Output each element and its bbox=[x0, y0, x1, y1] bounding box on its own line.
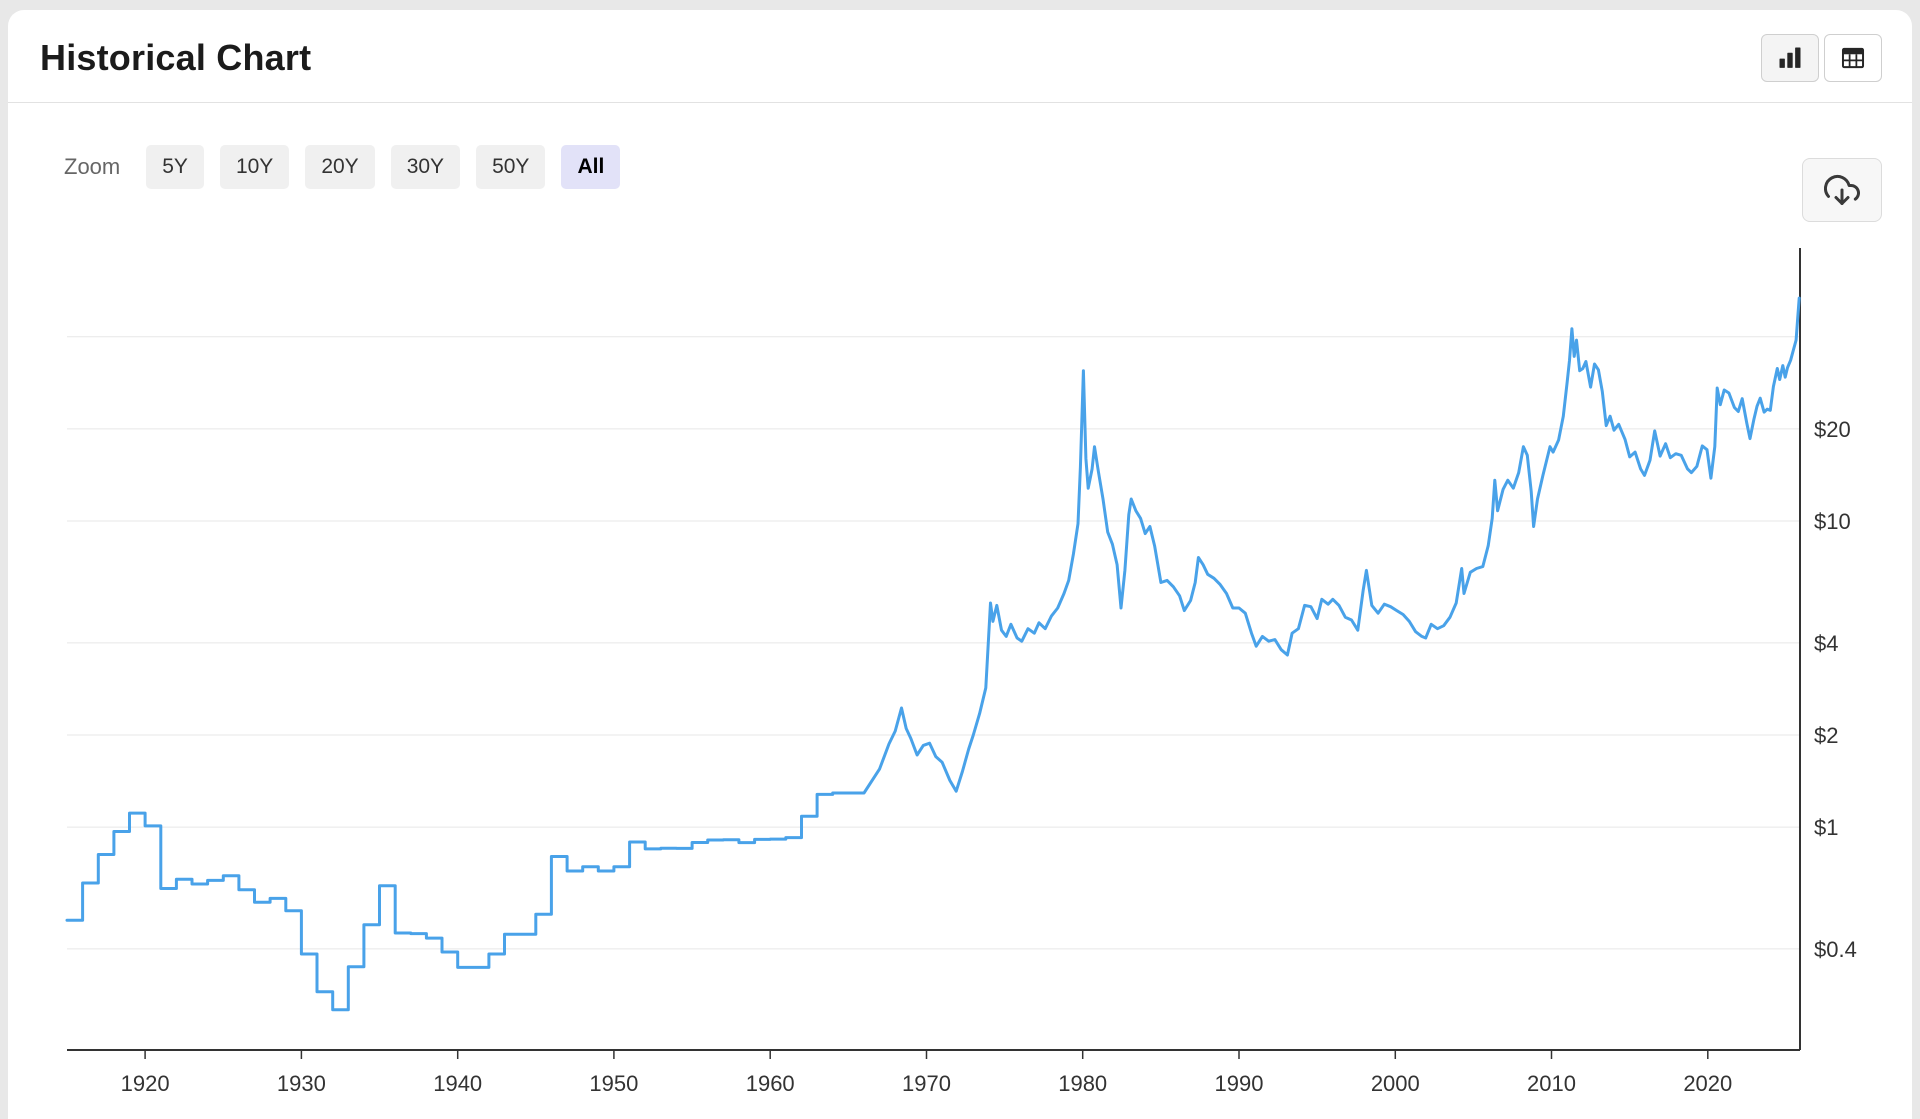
zoom-button-all[interactable]: All bbox=[561, 145, 621, 189]
card-header: Historical Chart bbox=[8, 10, 1912, 102]
view-toggle bbox=[1761, 34, 1882, 82]
chart-toolbar: Zoom 5Y 10Y 20Y 30Y 50Y All bbox=[8, 103, 1912, 189]
zoom-buttons: 5Y 10Y 20Y 30Y 50Y All bbox=[130, 145, 621, 189]
chart-axis-lines bbox=[67, 248, 1801, 1051]
x-tick-label: 1950 bbox=[589, 1071, 638, 1096]
page-title: Historical Chart bbox=[40, 37, 312, 78]
zoom-button-50y[interactable]: 50Y bbox=[476, 145, 546, 189]
table-icon bbox=[1841, 47, 1865, 69]
chart-view-button[interactable] bbox=[1761, 34, 1819, 82]
x-tick-label: 1960 bbox=[746, 1071, 795, 1096]
x-tick-label: 2020 bbox=[1683, 1071, 1732, 1096]
zoom-button-30y[interactable]: 30Y bbox=[390, 145, 461, 189]
x-tick-label: 2010 bbox=[1527, 1071, 1576, 1096]
x-tick-label: 1990 bbox=[1215, 1071, 1264, 1096]
table-view-button[interactable] bbox=[1824, 34, 1882, 82]
chart-gridlines bbox=[67, 336, 1800, 950]
historical-chart-card: Historical Chart bbox=[8, 10, 1912, 1119]
zoom-button-5y[interactable]: 5Y bbox=[146, 145, 204, 189]
download-button[interactable] bbox=[1802, 158, 1882, 222]
x-tick-label: 1970 bbox=[902, 1071, 951, 1096]
zoom-button-20y[interactable]: 20Y bbox=[305, 145, 375, 189]
x-tick-label: 1930 bbox=[277, 1071, 326, 1096]
header-divider bbox=[8, 102, 1912, 103]
x-tick-label: 1920 bbox=[121, 1071, 170, 1096]
y-tick-label: $0.4 bbox=[1814, 937, 1857, 962]
bar-chart-icon bbox=[1779, 47, 1801, 68]
cloud-download-icon bbox=[1824, 174, 1860, 205]
y-tick-label: $20 bbox=[1814, 417, 1851, 442]
zoom-label: Zoom bbox=[64, 154, 121, 179]
y-tick-label: $1 bbox=[1814, 815, 1838, 840]
chart-area: 1920 1930 1940 1950 1960 1970 1980 1990 2000 2010… bbox=[8, 243, 1912, 1115]
y-tick-label: $2 bbox=[1814, 723, 1838, 748]
zoom-button-10y[interactable]: 10Y bbox=[219, 145, 290, 189]
price-line-series bbox=[65, 296, 1801, 1012]
y-axis-labels: $0.4 $1 $2 $4 $10 $20 bbox=[1814, 417, 1857, 962]
price-chart-svg: 1920 1930 1940 1950 1960 1970 1980 1990 2000 2010… bbox=[65, 248, 1857, 1096]
y-tick-label: $10 bbox=[1814, 509, 1851, 534]
x-tick-label: 2000 bbox=[1371, 1071, 1420, 1096]
x-tick-label: 1980 bbox=[1058, 1071, 1107, 1096]
y-tick-label: $4 bbox=[1814, 631, 1838, 656]
x-axis-labels: 1920 1930 1940 1950 1960 1970 1980 1990 2000 2010… bbox=[121, 1050, 1732, 1096]
x-tick-label: 1940 bbox=[433, 1071, 482, 1096]
